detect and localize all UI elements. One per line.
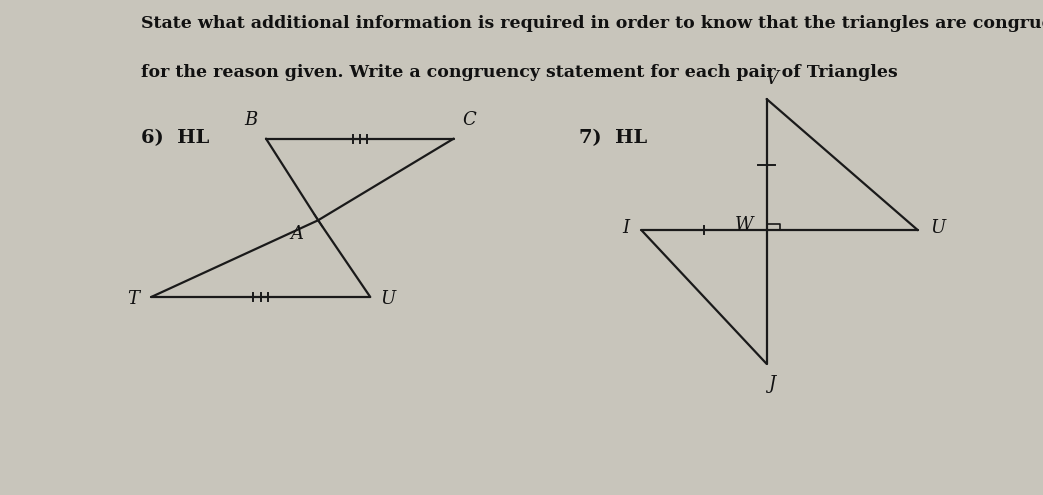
Text: V: V bbox=[766, 70, 778, 88]
Text: T: T bbox=[126, 291, 139, 308]
Text: U: U bbox=[381, 291, 396, 308]
Text: W: W bbox=[734, 216, 753, 234]
Text: C: C bbox=[462, 111, 476, 129]
Text: J: J bbox=[769, 375, 775, 393]
Text: B: B bbox=[244, 111, 258, 129]
Text: A: A bbox=[291, 225, 304, 243]
Text: I: I bbox=[622, 219, 629, 237]
Text: for the reason given. Write a congruency statement for each pair of Triangles: for the reason given. Write a congruency… bbox=[141, 64, 898, 81]
Text: U: U bbox=[930, 219, 946, 237]
Text: 7)  HL: 7) HL bbox=[579, 129, 647, 147]
Text: State what additional information is required in order to know that the triangle: State what additional information is req… bbox=[141, 15, 1043, 32]
Text: 6)  HL: 6) HL bbox=[141, 129, 209, 147]
